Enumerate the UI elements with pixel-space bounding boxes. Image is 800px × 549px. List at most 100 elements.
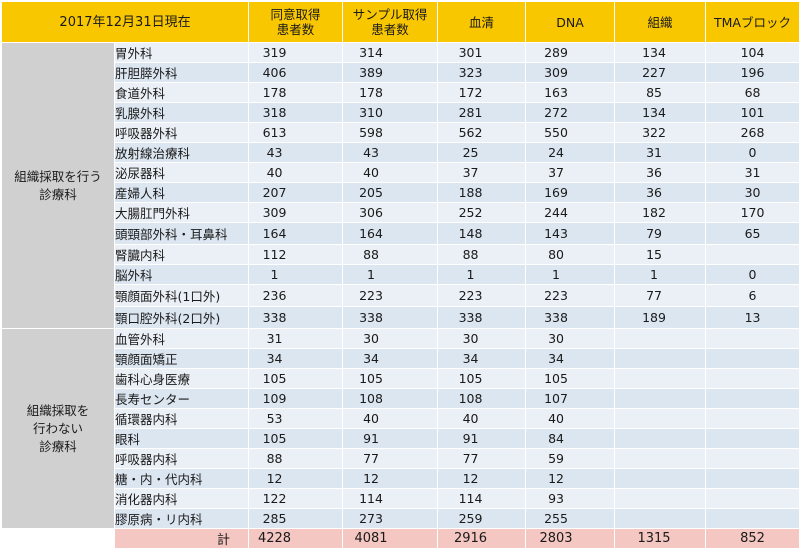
value-cell: 30 (525, 328, 616, 349)
value-cell: 59 (525, 448, 616, 469)
value-cell: 34 (525, 348, 616, 369)
value-cell (705, 368, 800, 389)
header-tma-block: TMAブロック (705, 1, 800, 43)
value-cell: 31 (614, 142, 707, 163)
group-label-line: 診療科 (39, 438, 77, 454)
table-row: 消化器内科 122 114 114 93 (2, 488, 800, 509)
header-consent-line2: 患者数 (276, 22, 315, 37)
value-cell: 15 (614, 244, 707, 265)
value-cell: 40 (342, 162, 439, 183)
group-without-tissue: 組織採取を 行わない 診療科 (1, 328, 115, 529)
header-consent-line1: 同意取得 (270, 7, 321, 22)
value-cell (614, 448, 707, 469)
value-cell: 31 (248, 328, 344, 349)
value-cell: 77 (614, 284, 707, 307)
value-cell: 613 (248, 122, 344, 143)
value-cell: 91 (342, 428, 439, 449)
total-row: 計 4228 4081 2916 2803 1315 852 (1, 528, 800, 549)
value-cell: 85 (614, 82, 707, 103)
value-cell: 289 (525, 42, 616, 63)
table-row: 組織採取を行う 診療科 胃外科 319 314 301 289 134 104 (1, 42, 800, 329)
total-value: 2916 (437, 528, 527, 549)
value-cell: 40 (437, 408, 527, 429)
value-cell: 338 (342, 306, 439, 329)
department-name: 呼吸器外科 (113, 122, 250, 143)
value-cell: 34 (248, 348, 344, 369)
table-row: 乳腺外科 318 310 281 272 134 101 (2, 102, 800, 123)
value-cell: 93 (525, 488, 616, 509)
value-cell: 104 (705, 42, 800, 63)
table-row: 脳外科 1 1 1 1 1 0 (2, 264, 800, 285)
department-name: 頭頸部外科・耳鼻科 (113, 222, 250, 245)
table-row: 歯科心身医療 105 105 105 105 (2, 368, 800, 389)
value-cell: 37 (437, 162, 527, 183)
value-cell: 105 (248, 428, 344, 449)
value-cell (705, 348, 800, 369)
value-cell: 550 (525, 122, 616, 143)
value-cell (614, 328, 707, 349)
value-cell: 1 (525, 264, 616, 285)
value-cell: 189 (614, 306, 707, 329)
table-row: 呼吸器内科 88 77 77 59 (2, 448, 800, 469)
value-cell: 309 (248, 202, 344, 223)
value-cell (614, 388, 707, 409)
table-row: 長寿センター 109 108 108 107 (2, 388, 800, 409)
value-cell: 163 (525, 82, 616, 103)
value-cell: 105 (342, 368, 439, 389)
table-row: 糖・内・代内科 12 12 12 12 (2, 468, 800, 489)
date-header: 2017年12月31日現在 (0, 1, 250, 43)
value-cell: 88 (437, 244, 527, 265)
value-cell: 108 (437, 388, 527, 409)
department-name: 膠原病・リ内科 (113, 508, 250, 529)
value-cell: 273 (342, 508, 439, 529)
table-row: 呼吸器外科 613 598 562 550 322 268 (2, 122, 800, 143)
total-value: 1315 (614, 528, 707, 549)
header-consent-patients: 同意取得 患者数 (248, 1, 344, 43)
value-cell: 318 (248, 102, 344, 123)
value-cell: 88 (342, 244, 439, 265)
value-cell: 196 (705, 62, 800, 83)
department-name: 顎顔面矯正 (113, 348, 250, 369)
value-cell: 322 (614, 122, 707, 143)
value-cell: 272 (525, 102, 616, 123)
table-row: 泌尿器科 40 40 37 37 36 31 (2, 162, 800, 183)
department-name: 長寿センター (113, 388, 250, 409)
value-cell: 301 (437, 42, 527, 63)
value-cell: 306 (342, 202, 439, 223)
value-cell: 40 (525, 408, 616, 429)
value-cell (614, 408, 707, 429)
total-value: 4081 (342, 528, 439, 549)
value-cell: 12 (525, 468, 616, 489)
value-cell: 34 (342, 348, 439, 369)
header-row: 2017年12月31日現在 同意取得 患者数 サンプル取得 患者数 血清 DNA 組… (0, 1, 800, 43)
department-name: 肝胆膵外科 (113, 62, 250, 83)
value-cell: 389 (342, 62, 439, 83)
value-cell: 164 (342, 222, 439, 245)
group-label-line: 組織採取を (26, 402, 90, 418)
table-row: 顎顔面外科(1口外) 236 223 223 223 77 6 (2, 284, 800, 307)
value-cell: 30 (342, 328, 439, 349)
value-cell: 12 (342, 468, 439, 489)
value-cell: 31 (705, 162, 800, 183)
value-cell (705, 508, 800, 529)
value-cell: 223 (437, 284, 527, 307)
value-cell (705, 448, 800, 469)
value-cell: 319 (248, 42, 344, 63)
value-cell (614, 488, 707, 509)
value-cell: 88 (248, 448, 344, 469)
department-name: 胃外科 (113, 42, 250, 63)
table-row: 組織採取を 行わない 診療科 血管外科 31 30 30 30 (1, 328, 800, 529)
value-cell: 223 (525, 284, 616, 307)
department-name: 糖・内・代内科 (113, 468, 250, 489)
table-row: 頭頸部外科・耳鼻科 164 164 148 143 79 65 (2, 222, 800, 245)
value-cell: 1 (437, 264, 527, 285)
department-name: 血管外科 (113, 328, 250, 349)
header-sample-line2: 患者数 (371, 22, 409, 37)
value-cell (614, 508, 707, 529)
department-name: 腎臓内科 (113, 244, 250, 265)
value-cell: 285 (248, 508, 344, 529)
value-cell: 25 (437, 142, 527, 163)
value-cell: 255 (525, 508, 616, 529)
value-cell: 30 (705, 182, 800, 203)
value-cell: 598 (342, 122, 439, 143)
